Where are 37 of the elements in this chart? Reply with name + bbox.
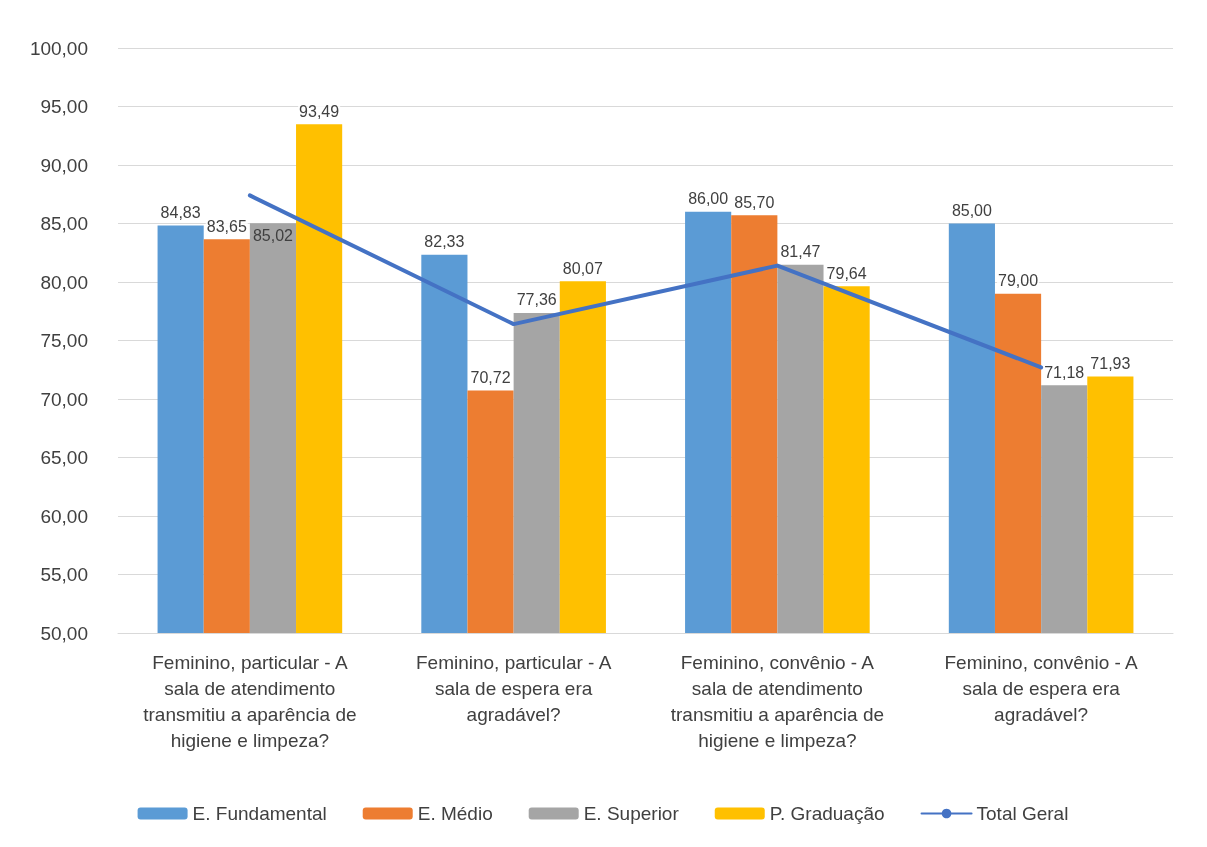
x-tick-label: Feminino, particular - A sala de espera era agradável? <box>415 651 612 725</box>
legend-label: E. Fundamental <box>192 803 327 824</box>
y-tick-label: 95,00 <box>40 96 88 117</box>
legend-label: P. Graduação <box>769 803 885 824</box>
y-tick-label: 80,00 <box>40 271 88 293</box>
legend-label: E. Médio <box>417 803 493 824</box>
data-label: 70,72 <box>470 369 511 387</box>
data-label: 85,00 <box>951 202 993 219</box>
y-tick-label: 55,00 <box>40 564 88 585</box>
data-label: 93,49 <box>299 102 340 120</box>
x-tick-label: Feminino, convênio - A sala de espera era agradável? <box>944 651 1139 725</box>
data-label: 79,64 <box>826 264 867 282</box>
data-label: 84,83 <box>160 203 201 221</box>
line-series <box>247 193 1044 370</box>
y-tick-label: 90,00 <box>40 154 88 176</box>
y-tick-label: 75,00 <box>40 330 88 351</box>
legend-label: E. Superior <box>583 803 680 824</box>
data-label: 79,00 <box>998 272 1039 290</box>
legend-label: Total Geral <box>976 803 1069 824</box>
y-tick-label: 85,00 <box>40 213 88 234</box>
y-tick-label: 60,00 <box>40 505 88 527</box>
y-tick-label: 70,00 <box>40 388 88 410</box>
y-tick-label: 100,00 <box>29 37 88 59</box>
data-label: 85,70 <box>734 193 775 211</box>
data-label: 80,07 <box>562 259 603 277</box>
data-label: 81,47 <box>780 243 821 261</box>
x-tick-label: Feminino, particular - A sala de atendimento transmitiu a aparência de higiene e limpeza? <box>143 651 357 751</box>
x-tick-label: Feminino, convênio - A sala de atendimento transmitiu a aparência de higiene e limpeza? <box>670 651 885 751</box>
y-tick-label: 65,00 <box>40 447 88 468</box>
data-label: 85,02 <box>252 226 294 244</box>
y-tick-label: 50,00 <box>40 622 88 644</box>
data-label: 86,00 <box>688 190 729 208</box>
data-label: 83,65 <box>206 217 247 235</box>
data-label: 71,18 <box>1044 363 1085 381</box>
data-label: 82,33 <box>424 233 465 251</box>
data-label: 77,36 <box>516 291 557 309</box>
data-label: 71,93 <box>1090 354 1131 372</box>
